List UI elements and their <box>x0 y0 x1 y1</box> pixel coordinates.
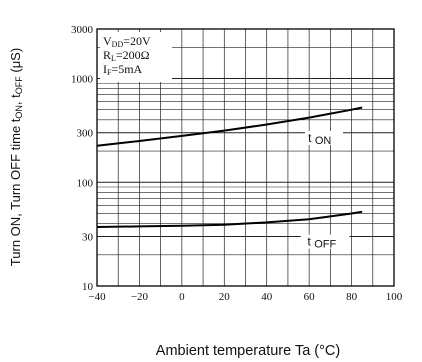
y-tick-label: 30 <box>82 231 94 243</box>
y-axis-title-sub-off: OFF <box>14 76 24 94</box>
y-axis-title-sub-on: ON <box>14 105 24 119</box>
y-tick-label: 1000 <box>71 74 94 86</box>
condition-line: RL=200Ω <box>103 48 150 63</box>
series-label-t-off: t OFF <box>308 235 337 251</box>
x-tick-label: 20 <box>219 291 231 303</box>
plot-frame <box>96 28 395 287</box>
x-tick-label: 80 <box>346 291 358 303</box>
y-axis-title-suffix: (μS) <box>8 48 23 76</box>
x-tick-label: 100 <box>386 291 403 303</box>
y-tick-label: 100 <box>77 177 94 189</box>
series-label-bg <box>300 234 350 249</box>
y-axis-title-mid: , t <box>8 94 23 105</box>
x-tick-label: −20 <box>131 291 149 303</box>
x-tick-label: 0 <box>179 291 185 303</box>
y-tick-label: 300 <box>77 128 94 140</box>
y-axis-title-prefix: Turn ON, Turn OFF time t <box>8 118 23 266</box>
series-label-t-on: t ON <box>308 131 331 147</box>
x-tick-label: −40 <box>88 291 106 303</box>
x-tick-label: 60 <box>304 291 316 303</box>
condition-line: VDD=20V <box>103 34 151 49</box>
grid <box>97 29 394 286</box>
series-line-t-on <box>96 106 363 147</box>
x-tick-label: 40 <box>261 291 273 303</box>
y-axis-title: Turn ON, Turn OFF time tON, tOFF (μS) <box>8 48 24 266</box>
y-tick-label: 3000 <box>71 24 94 36</box>
series-label-bg <box>304 130 344 145</box>
conditions-box-bg <box>100 32 172 82</box>
x-axis-title: Ambient temperature Ta (°C) <box>156 343 340 359</box>
series-line-t-off <box>96 210 363 228</box>
series-layer: t ON t OFF <box>96 106 363 251</box>
tick-labels: −40 −20 0 20 40 60 80 100 10 30 100 300 1000 3000 <box>71 24 403 303</box>
condition-line: IF=5mA <box>103 62 143 77</box>
y-tick-label: 10 <box>82 281 94 293</box>
